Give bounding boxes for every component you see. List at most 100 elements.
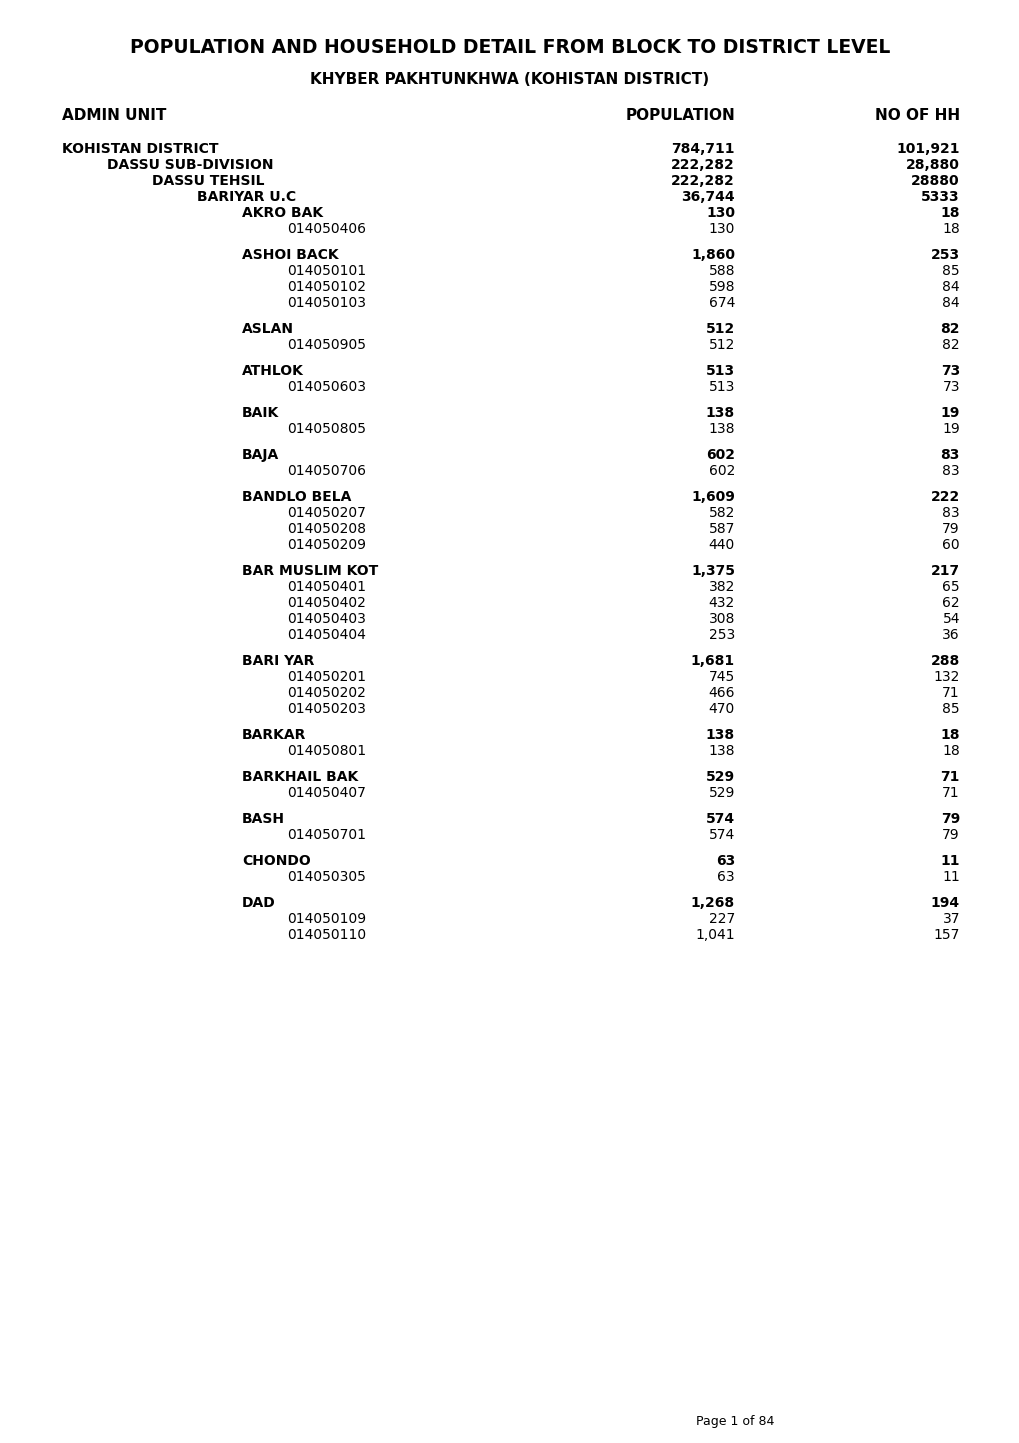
Text: 1,681: 1,681 xyxy=(690,654,735,668)
Text: 1,860: 1,860 xyxy=(690,248,735,263)
Text: 014050407: 014050407 xyxy=(286,786,366,799)
Text: BARI YAR: BARI YAR xyxy=(242,654,314,668)
Text: BAR MUSLIM KOT: BAR MUSLIM KOT xyxy=(242,564,378,579)
Text: 308: 308 xyxy=(708,612,735,626)
Text: 513: 513 xyxy=(705,364,735,378)
Text: 014050109: 014050109 xyxy=(286,912,366,926)
Text: 014050403: 014050403 xyxy=(286,612,366,626)
Text: 674: 674 xyxy=(708,296,735,310)
Text: 014050404: 014050404 xyxy=(286,628,366,642)
Text: 432: 432 xyxy=(708,596,735,610)
Text: 574: 574 xyxy=(708,828,735,843)
Text: 83: 83 xyxy=(942,506,959,519)
Text: 101,921: 101,921 xyxy=(896,141,959,156)
Text: 1,268: 1,268 xyxy=(690,896,735,911)
Text: 598: 598 xyxy=(708,280,735,294)
Text: 014050101: 014050101 xyxy=(286,264,366,278)
Text: 288: 288 xyxy=(930,654,959,668)
Text: CHONDO: CHONDO xyxy=(242,854,311,869)
Text: 253: 253 xyxy=(708,628,735,642)
Text: 138: 138 xyxy=(705,729,735,742)
Text: 602: 602 xyxy=(708,465,735,478)
Text: BAIK: BAIK xyxy=(242,405,279,420)
Text: 513: 513 xyxy=(708,380,735,394)
Text: 138: 138 xyxy=(708,421,735,436)
Text: 014050201: 014050201 xyxy=(286,670,366,684)
Text: DAD: DAD xyxy=(242,896,275,911)
Text: 63: 63 xyxy=(716,870,735,885)
Text: 222,282: 222,282 xyxy=(671,175,735,188)
Text: 65: 65 xyxy=(942,580,959,595)
Text: 18: 18 xyxy=(942,222,959,237)
Text: 382: 382 xyxy=(708,580,735,595)
Text: BASH: BASH xyxy=(242,812,284,825)
Text: ASLAN: ASLAN xyxy=(242,322,293,336)
Text: 253: 253 xyxy=(930,248,959,263)
Text: 132: 132 xyxy=(932,670,959,684)
Text: 194: 194 xyxy=(930,896,959,911)
Text: 83: 83 xyxy=(942,465,959,478)
Text: 1,375: 1,375 xyxy=(690,564,735,579)
Text: 014050706: 014050706 xyxy=(286,465,366,478)
Text: 014050207: 014050207 xyxy=(286,506,366,519)
Text: 36,744: 36,744 xyxy=(681,190,735,203)
Text: 19: 19 xyxy=(940,405,959,420)
Text: 71: 71 xyxy=(942,786,959,799)
Text: 130: 130 xyxy=(708,222,735,237)
Text: 014050202: 014050202 xyxy=(286,685,366,700)
Text: 745: 745 xyxy=(708,670,735,684)
Text: KHYBER PAKHTUNKHWA (KOHISTAN DISTRICT): KHYBER PAKHTUNKHWA (KOHISTAN DISTRICT) xyxy=(310,72,709,87)
Text: 574: 574 xyxy=(705,812,735,825)
Text: BAJA: BAJA xyxy=(242,447,279,462)
Text: DASSU SUB-DIVISION: DASSU SUB-DIVISION xyxy=(107,157,273,172)
Text: 84: 84 xyxy=(942,296,959,310)
Text: 217: 217 xyxy=(930,564,959,579)
Text: 82: 82 xyxy=(940,322,959,336)
Text: 466: 466 xyxy=(708,685,735,700)
Text: 19: 19 xyxy=(942,421,959,436)
Text: 784,711: 784,711 xyxy=(671,141,735,156)
Text: 18: 18 xyxy=(940,729,959,742)
Text: 71: 71 xyxy=(942,685,959,700)
Text: 157: 157 xyxy=(932,928,959,942)
Text: 138: 138 xyxy=(705,405,735,420)
Text: 79: 79 xyxy=(942,828,959,843)
Text: 222: 222 xyxy=(930,491,959,504)
Text: 85: 85 xyxy=(942,701,959,716)
Text: 014050103: 014050103 xyxy=(286,296,366,310)
Text: 014050603: 014050603 xyxy=(286,380,366,394)
Text: 014050209: 014050209 xyxy=(286,538,366,553)
Text: 582: 582 xyxy=(708,506,735,519)
Text: NO OF HH: NO OF HH xyxy=(874,108,959,123)
Text: 014050203: 014050203 xyxy=(286,701,366,716)
Text: BARKAR: BARKAR xyxy=(242,729,306,742)
Text: 18: 18 xyxy=(942,745,959,758)
Text: 84: 84 xyxy=(942,280,959,294)
Text: 37: 37 xyxy=(942,912,959,926)
Text: 138: 138 xyxy=(708,745,735,758)
Text: 014050701: 014050701 xyxy=(286,828,366,843)
Text: 85: 85 xyxy=(942,264,959,278)
Text: 014050110: 014050110 xyxy=(286,928,366,942)
Text: 014050805: 014050805 xyxy=(286,421,366,436)
Text: 588: 588 xyxy=(708,264,735,278)
Text: 014050905: 014050905 xyxy=(286,338,366,352)
Text: DASSU TEHSIL: DASSU TEHSIL xyxy=(152,175,264,188)
Text: 73: 73 xyxy=(940,364,959,378)
Text: 014050305: 014050305 xyxy=(286,870,366,885)
Text: 512: 512 xyxy=(708,338,735,352)
Text: 18: 18 xyxy=(940,206,959,219)
Text: 014050208: 014050208 xyxy=(286,522,366,535)
Text: 512: 512 xyxy=(705,322,735,336)
Text: 440: 440 xyxy=(708,538,735,553)
Text: 1,041: 1,041 xyxy=(695,928,735,942)
Text: 014050402: 014050402 xyxy=(286,596,366,610)
Text: 54: 54 xyxy=(942,612,959,626)
Text: 11: 11 xyxy=(942,870,959,885)
Text: 014050801: 014050801 xyxy=(286,745,366,758)
Text: 28,880: 28,880 xyxy=(905,157,959,172)
Text: 79: 79 xyxy=(942,522,959,535)
Text: 62: 62 xyxy=(942,596,959,610)
Text: 529: 529 xyxy=(705,771,735,784)
Text: 014050102: 014050102 xyxy=(286,280,366,294)
